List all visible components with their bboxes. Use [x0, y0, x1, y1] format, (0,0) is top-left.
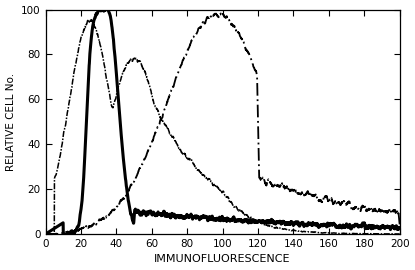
X-axis label: IMMUNOFLUORESCENCE: IMMUNOFLUORESCENCE — [154, 254, 291, 264]
Y-axis label: RELATIVE CELL No.: RELATIVE CELL No. — [5, 73, 15, 171]
